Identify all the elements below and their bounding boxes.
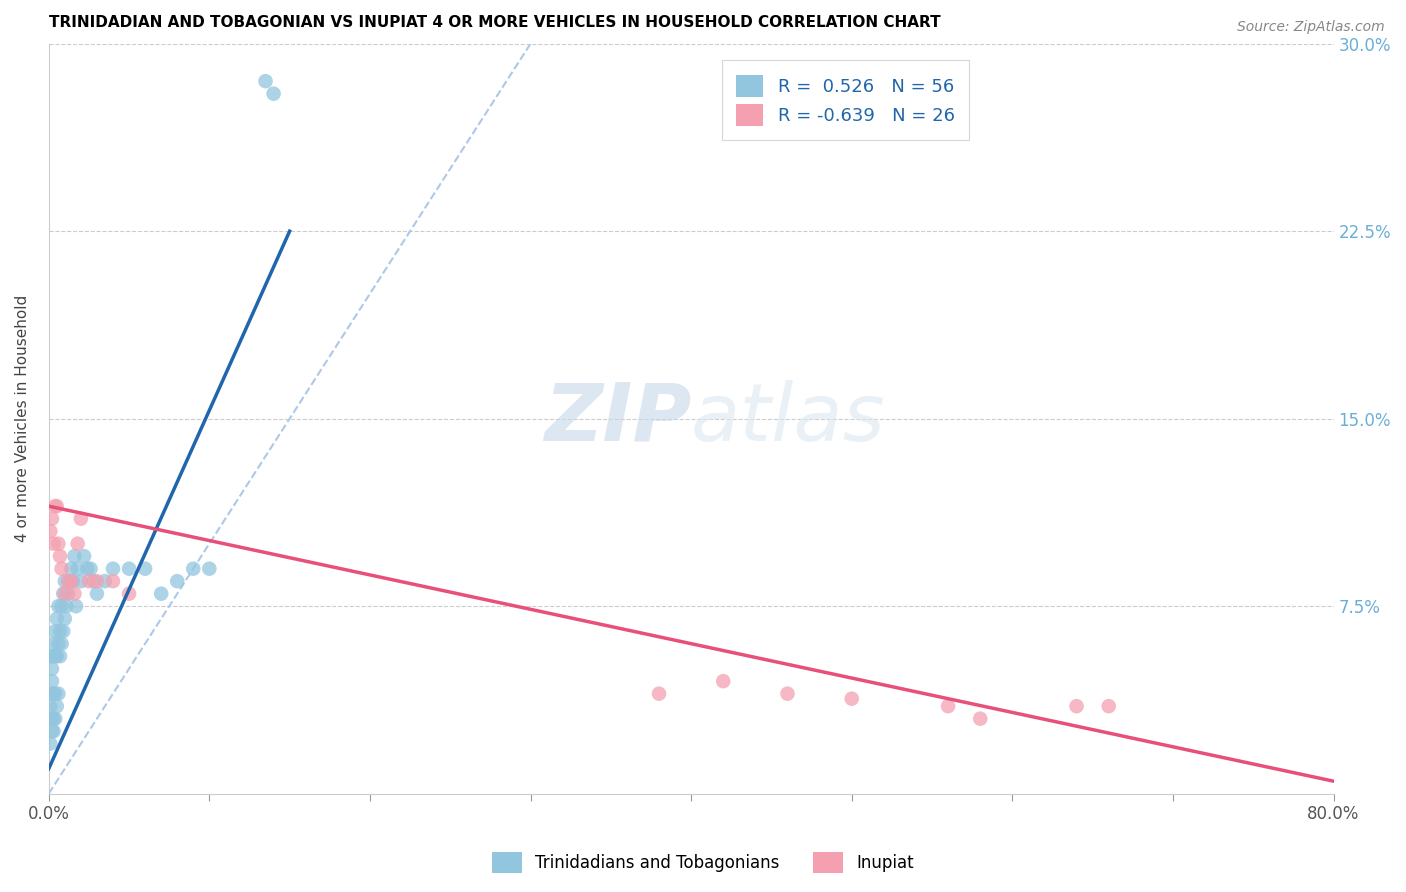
Point — [45, 649, 67, 664]
Point — [48, 637, 70, 651]
Point — [42, 536, 65, 550]
Point — [198, 562, 221, 576]
Point — [648, 687, 671, 701]
Point — [62, 574, 84, 589]
Point — [52, 624, 75, 639]
Text: atlas: atlas — [692, 380, 886, 458]
Point — [776, 687, 799, 701]
Point — [70, 511, 93, 525]
Point — [166, 574, 188, 589]
Point — [39, 524, 62, 538]
Point — [1066, 699, 1088, 714]
Point — [41, 662, 63, 676]
Point — [44, 624, 66, 639]
Point — [83, 574, 105, 589]
Point — [49, 649, 72, 664]
Point — [53, 574, 76, 589]
Point — [45, 499, 67, 513]
Legend: R =  0.526   N = 56, R = -0.639   N = 26: R = 0.526 N = 56, R = -0.639 N = 26 — [721, 60, 969, 140]
Point — [41, 724, 63, 739]
Point — [49, 624, 72, 639]
Point — [41, 712, 63, 726]
Point — [45, 612, 67, 626]
Point — [52, 587, 75, 601]
Point — [44, 649, 66, 664]
Point — [39, 712, 62, 726]
Y-axis label: 4 or more Vehicles in Household: 4 or more Vehicles in Household — [15, 295, 30, 542]
Text: ZIP: ZIP — [544, 380, 692, 458]
Point — [41, 649, 63, 664]
Point — [49, 549, 72, 564]
Point — [969, 712, 991, 726]
Point — [66, 562, 89, 576]
Text: Source: ZipAtlas.com: Source: ZipAtlas.com — [1237, 20, 1385, 34]
Point — [711, 674, 734, 689]
Text: TRINIDADIAN AND TOBAGONIAN VS INUPIAT 4 OR MORE VEHICLES IN HOUSEHOLD CORRELATIO: TRINIDADIAN AND TOBAGONIAN VS INUPIAT 4 … — [49, 15, 941, 30]
Point — [63, 587, 86, 601]
Point — [60, 562, 83, 576]
Point — [181, 562, 204, 576]
Point — [118, 587, 141, 601]
Point — [44, 687, 66, 701]
Point — [41, 687, 63, 701]
Point — [48, 687, 70, 701]
Point — [41, 511, 63, 525]
Point — [42, 637, 65, 651]
Point — [118, 562, 141, 576]
Point — [44, 499, 66, 513]
Point — [63, 549, 86, 564]
Point — [51, 637, 73, 651]
Point — [86, 574, 108, 589]
Point — [66, 536, 89, 550]
Point — [42, 649, 65, 664]
Point — [101, 562, 124, 576]
Point — [44, 712, 66, 726]
Point — [42, 687, 65, 701]
Point — [77, 574, 100, 589]
Point — [76, 562, 98, 576]
Point — [150, 587, 173, 601]
Point — [51, 599, 73, 614]
Point — [70, 574, 93, 589]
Point — [51, 562, 73, 576]
Point — [254, 74, 277, 88]
Point — [60, 574, 83, 589]
Point — [41, 674, 63, 689]
Point — [53, 612, 76, 626]
Point — [86, 587, 108, 601]
Point — [94, 574, 117, 589]
Point — [101, 574, 124, 589]
Point — [45, 699, 67, 714]
Point — [53, 587, 76, 601]
Point — [39, 699, 62, 714]
Point — [263, 87, 285, 101]
Point — [48, 536, 70, 550]
Point — [42, 712, 65, 726]
Point — [55, 599, 77, 614]
Point — [42, 724, 65, 739]
Point — [56, 574, 79, 589]
Point — [841, 691, 863, 706]
Point — [1098, 699, 1121, 714]
Point — [56, 587, 79, 601]
Point — [59, 574, 82, 589]
Point — [65, 599, 87, 614]
Point — [48, 599, 70, 614]
Point — [73, 549, 96, 564]
Legend: Trinidadians and Tobagonians, Inupiat: Trinidadians and Tobagonians, Inupiat — [485, 846, 921, 880]
Point — [936, 699, 959, 714]
Point — [39, 737, 62, 751]
Point — [134, 562, 156, 576]
Point — [79, 562, 101, 576]
